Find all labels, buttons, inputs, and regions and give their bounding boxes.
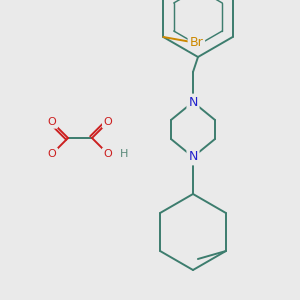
Text: Br: Br <box>190 35 203 49</box>
Text: H: H <box>120 149 128 159</box>
Text: O: O <box>103 117 112 127</box>
Text: O: O <box>103 149 112 159</box>
Text: O: O <box>48 117 56 127</box>
Text: N: N <box>188 95 198 109</box>
Text: N: N <box>188 151 198 164</box>
Text: O: O <box>48 149 56 159</box>
